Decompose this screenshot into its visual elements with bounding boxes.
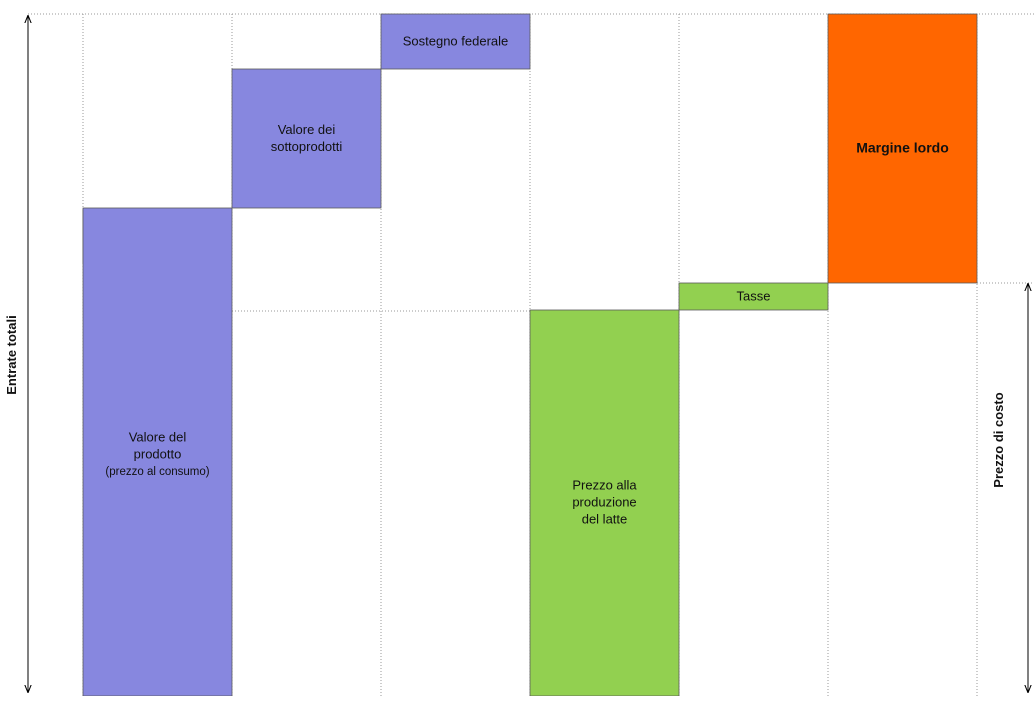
- segment-label-line: (prezzo al consumo): [105, 466, 209, 478]
- segment-label-line: Valore del: [129, 429, 187, 444]
- segment-label-line: Sostegno federale: [403, 33, 509, 48]
- segment-milk-production-price: Prezzo alla produzione del latte: [529, 309, 680, 697]
- segment-bar-milk-production-price: [529, 309, 680, 697]
- segment-byproducts-value: Valore dei sottoprodotti: [231, 68, 382, 209]
- segment-bar-taxes: [678, 282, 829, 311]
- segment-bar-federal-support: [380, 13, 531, 70]
- total-revenue-axis: Entrate totali: [4, 16, 28, 692]
- segment-bar-byproducts-value: [231, 68, 382, 209]
- cost-price-axis: Prezzo di costo: [991, 284, 1028, 692]
- segment-bar-gross-margin: [827, 13, 978, 284]
- segment-label-line: Margine lordo: [856, 140, 949, 156]
- segment-label-line: Valore dei: [278, 122, 336, 137]
- segment-label-line: Tasse: [737, 288, 771, 303]
- segment-federal-support: Sostegno federale: [380, 13, 531, 70]
- segment-label-line: del latte: [582, 511, 628, 526]
- segment-product-value: Valore del prodotto (prezzo al consumo): [82, 207, 233, 697]
- segment-taxes: Tasse: [678, 282, 829, 311]
- segment-label-line: produzione: [572, 494, 636, 509]
- segment-label-line: Prezzo alla: [572, 477, 637, 492]
- segment-gross-margin: Margine lordo: [827, 13, 978, 284]
- segment-bar-product-value: [82, 207, 233, 697]
- segment-label-line: sottoprodotti: [271, 139, 343, 154]
- segment-label-line: prodotto: [134, 446, 182, 461]
- cost-price-label: Prezzo di costo: [991, 392, 1006, 487]
- total-revenue-label: Entrate totali: [4, 315, 19, 394]
